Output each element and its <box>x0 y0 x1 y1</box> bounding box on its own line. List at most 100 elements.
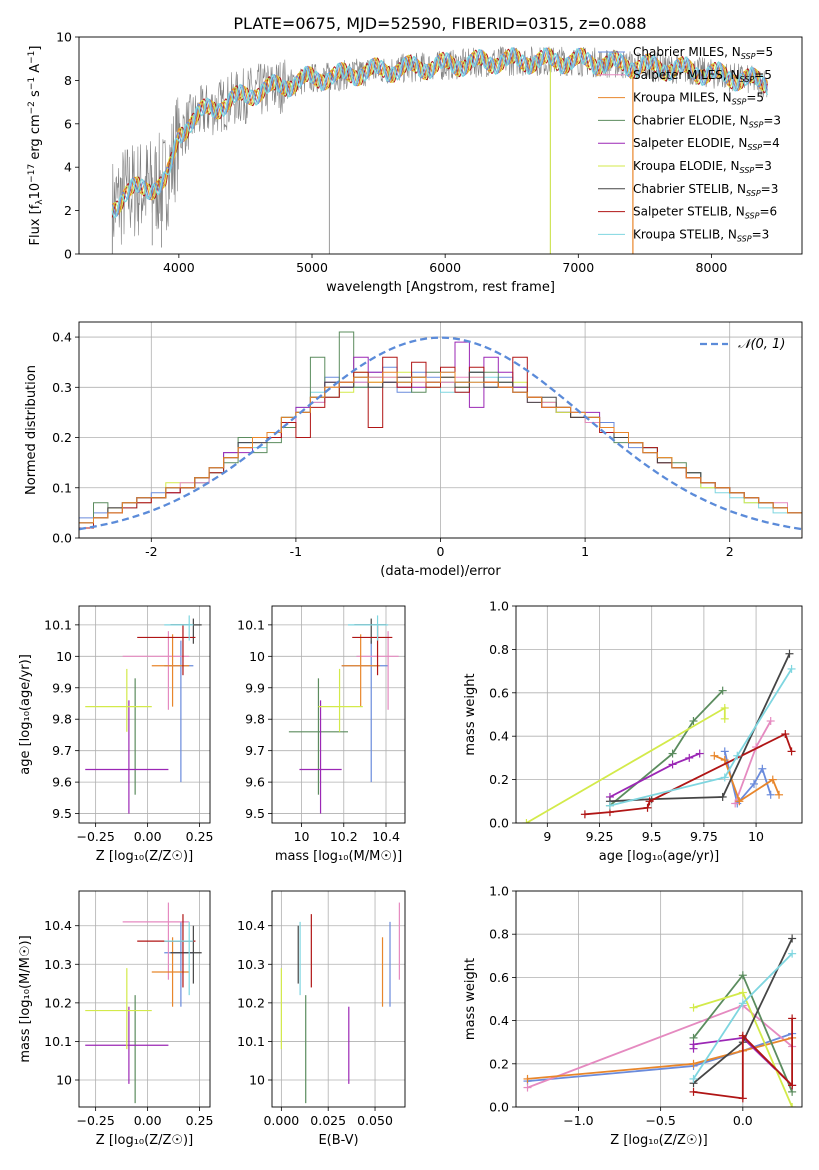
y-tick-label: 0.8 <box>489 927 509 942</box>
x-tick-label: -1 <box>290 544 302 559</box>
y-tick-label: 9.9 <box>245 680 265 695</box>
weight-marker-kroupa_stelib <box>720 773 729 782</box>
x-axis-label: age [log₁₀(age/yr)] <box>599 849 720 864</box>
x-tick-label: 0.25 <box>186 829 214 844</box>
weight-line-salpeter_stelib <box>584 732 793 816</box>
x-axis-label: E(B-V) <box>318 1133 358 1148</box>
y-tick-label: 9.8 <box>245 712 265 727</box>
y-tick-label: 6 <box>64 116 72 131</box>
spectrum-legend: Chabrier MILES, NSSP=5 Salpeter MILES, NS… <box>598 45 781 243</box>
x-axis-label: Z [log₁₀(Z/Z☉)] <box>610 1133 707 1148</box>
x-tick-label: 2 <box>726 544 734 559</box>
x-tick-label: 0.0 <box>733 1113 753 1128</box>
weight-line-chabrier_stelib <box>609 653 791 803</box>
weight-marker-kroupa_stelib <box>733 751 742 760</box>
legend-label-normal: 𝒩(0, 1) <box>738 337 785 352</box>
y-tick-label: 0.1 <box>52 480 72 495</box>
weight-line-kroupa_miles <box>527 1037 793 1080</box>
y-tick-label: 9.7 <box>52 743 72 758</box>
x-tick-label: 4000 <box>163 260 195 275</box>
weight-line-kroupa_stelib <box>609 668 793 807</box>
x-tick-label: 10 <box>748 829 764 844</box>
y-tick-label: 0.6 <box>489 685 509 700</box>
weight-line-chabrier_elodie <box>609 689 724 807</box>
age-vs-z-frame <box>78 605 211 824</box>
y-tick-label: 1.0 <box>489 599 509 614</box>
weight-marker-kroupa_miles <box>720 756 729 765</box>
weight-marker-kroupa_elodie <box>522 819 531 823</box>
weight-marker-kroupa_elodie <box>720 714 729 723</box>
weight-line-kroupa_elodie <box>525 706 726 823</box>
y-tick-label: 0.0 <box>52 531 72 546</box>
mass-vs-z-errorbars <box>85 902 202 1104</box>
weight-marker-salpeter_miles <box>523 1083 532 1092</box>
y-tick-label: 10.4 <box>237 918 265 933</box>
y-tick-label: 9.6 <box>52 775 72 790</box>
massweight-vs-z-axes: −1.0 −0.5 0.0 0.0 0.2 0.4 0.6 0.8 1.0 Z [log₁₀(Z/… <box>463 884 802 1148</box>
weight-marker-chabrier_miles <box>758 764 767 773</box>
x-tick-label: 10.2 <box>330 829 358 844</box>
weight-marker-kroupa_stelib <box>788 949 797 958</box>
y-tick-label: 0.8 <box>489 642 509 657</box>
x-tick-label: 9 <box>543 829 551 844</box>
y-tick-label: 2 <box>64 203 72 218</box>
y-tick-label: 0.4 <box>489 1013 509 1028</box>
legend-label-kroupa_stelib: Kroupa STELIB, NSSP=3 <box>633 227 769 243</box>
normal-curve-line <box>79 336 802 531</box>
x-tick-label: 0 <box>437 544 445 559</box>
massweight-vs-age-lines <box>522 649 796 823</box>
y-tick-label: 10.1 <box>44 617 72 632</box>
y-tick-label: 0.2 <box>489 1056 509 1071</box>
y-tick-label: 10.2 <box>44 995 72 1010</box>
weight-marker-salpeter_miles <box>731 799 740 808</box>
x-tick-label: 7000 <box>562 260 594 275</box>
x-tick-label: 1 <box>581 544 589 559</box>
age-vs-mass-axes: 10 10.2 10.4 9.5 9.6 9.7 9.8 9.9 10 10.1 mass [log… <box>237 606 405 864</box>
weight-marker-kroupa_miles <box>523 1074 532 1083</box>
y-tick-label: 10 <box>56 1073 72 1088</box>
y-axis-label: mass weight <box>463 673 478 755</box>
x-axis-label: (data-model)/error <box>380 564 501 579</box>
weight-marker-kroupa_elodie <box>689 1003 698 1012</box>
model-spectrum-kroupa_stelib <box>111 47 769 219</box>
y-tick-label: 0 <box>64 247 72 262</box>
weight-marker-kroupa_miles <box>710 751 719 760</box>
spectrum-frame <box>78 36 803 255</box>
weight-marker-salpeter_stelib <box>738 1094 747 1103</box>
y-axis-label: mass [log₁₀(M/M☉)] <box>18 935 33 1062</box>
x-tick-label: 0.00 <box>134 1113 162 1128</box>
y-axis-label: Normed distribution <box>24 365 39 495</box>
weight-marker-chabrier_elodie <box>668 749 677 758</box>
weight-marker-kroupa_elodie <box>738 988 747 997</box>
weight-marker-chabrier_miles <box>766 790 775 799</box>
weight-marker-kroupa_stelib <box>689 1074 698 1083</box>
x-tick-label: −0.25 <box>76 1113 114 1128</box>
weight-marker-chabrier_stelib <box>785 649 794 658</box>
x-tick-label: 0.025 <box>310 1113 346 1128</box>
x-tick-label: 10.4 <box>372 829 400 844</box>
weight-marker-kroupa_stelib <box>738 999 747 1008</box>
weight-marker-salpeter_stelib <box>787 747 796 756</box>
residual-histograms <box>79 331 802 538</box>
x-tick-label: 0.050 <box>357 1113 393 1128</box>
y-tick-label: 10 <box>56 649 72 664</box>
massweight-vs-age-frame <box>515 605 803 824</box>
age-vs-mass-errorbars <box>288 615 399 814</box>
weight-line-salpeter_elodie <box>609 752 701 798</box>
weight-marker-chabrier_stelib <box>718 792 727 801</box>
y-tick-label: 0.4 <box>489 729 509 744</box>
mass-vs-ebv-errorbars <box>280 902 400 1104</box>
x-tick-label: 6000 <box>429 260 461 275</box>
y-tick-label: 10.1 <box>44 1034 72 1049</box>
mass-vs-ebv-frame <box>271 890 406 1108</box>
y-tick-label: 0.4 <box>52 330 72 345</box>
weight-marker-chabrier_elodie <box>738 971 747 980</box>
x-tick-label: 5000 <box>296 260 328 275</box>
massweight-vs-age-axes: 9 9.25 9.5 9.75 10 0.0 0.2 0.4 0.6 0.8 1.0 age [log… <box>463 599 802 864</box>
weight-marker-kroupa_miles <box>768 775 777 784</box>
y-tick-label: 10.2 <box>237 995 265 1010</box>
weight-marker-salpeter_stelib <box>788 1014 797 1023</box>
weight-marker-chabrier_elodie <box>689 717 698 726</box>
x-tick-label: 0.000 <box>263 1113 299 1128</box>
